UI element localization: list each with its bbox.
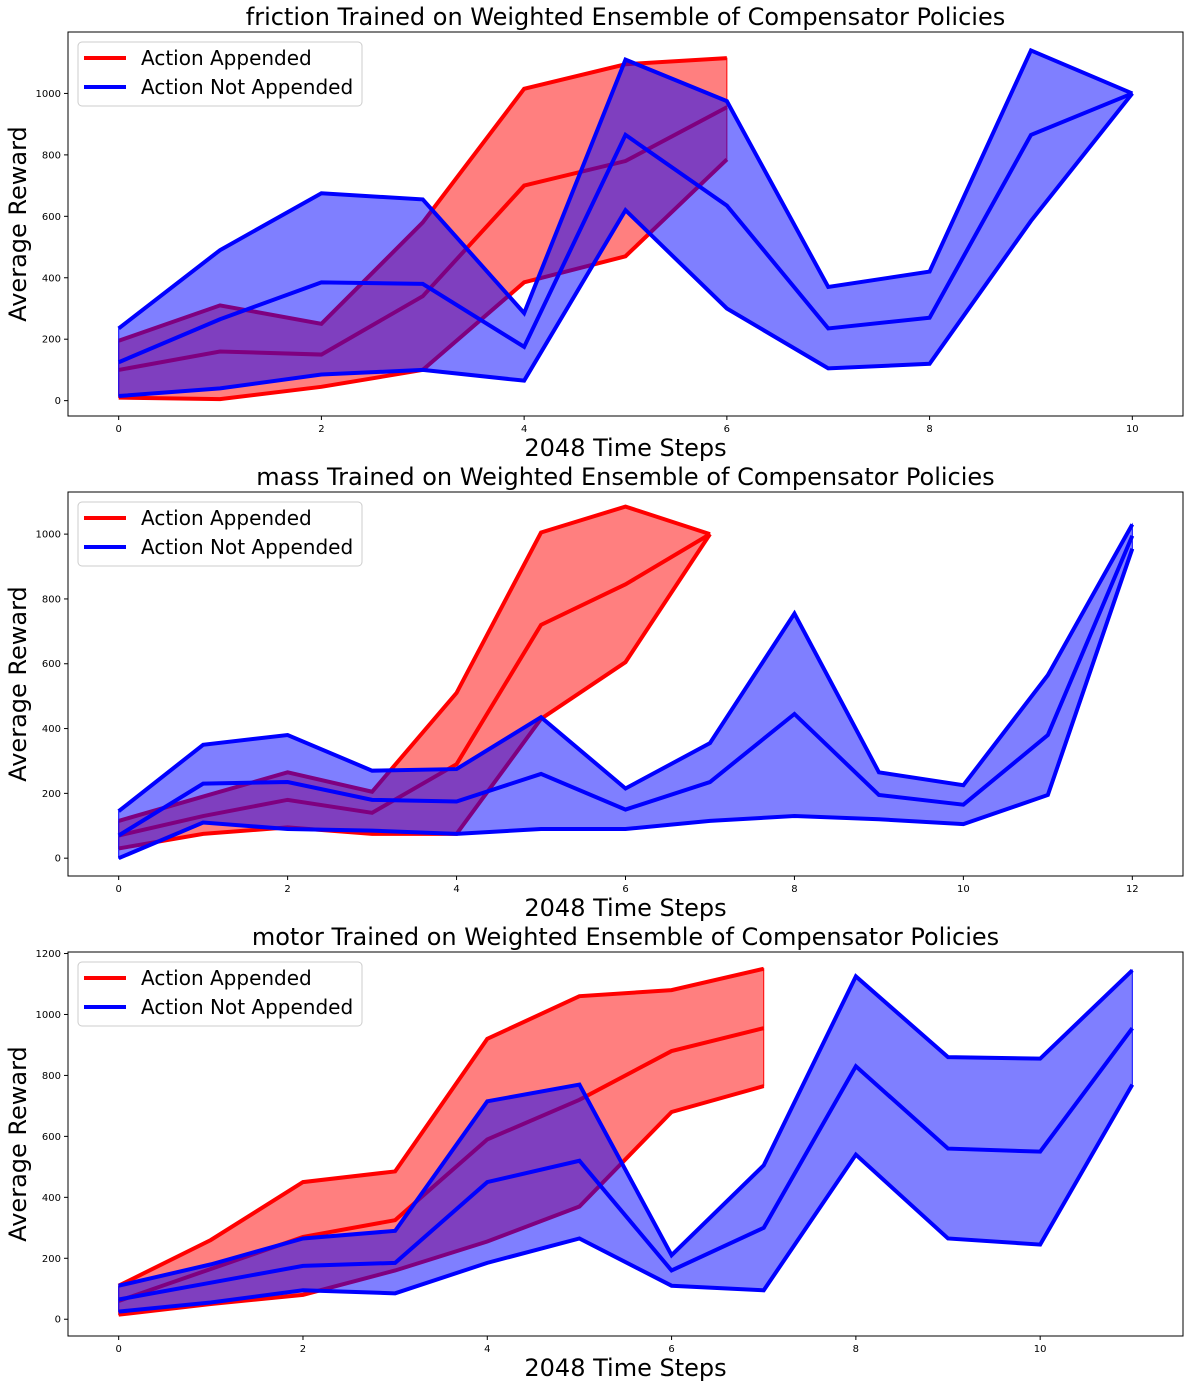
y-tick-label: 800 [42, 594, 61, 605]
x-tick-label: 6 [668, 1344, 674, 1355]
x-axis-label: 2048 Time Steps [524, 434, 726, 462]
series-line-mean [117, 534, 1135, 838]
series-line-upper [117, 966, 765, 1288]
series-action-not-appended [118, 968, 1135, 1314]
y-tick-label: 1000 [36, 1010, 61, 1021]
y-tick-label: 800 [42, 1071, 61, 1082]
y-tick-label: 1200 [36, 949, 61, 960]
x-tick-label: 6 [622, 884, 628, 895]
series-line-upper [117, 523, 1135, 813]
y-axis-label: Average Reward [4, 126, 32, 322]
y-tick-label: 200 [42, 1254, 61, 1265]
series-action-not-appended [117, 47, 1134, 399]
y-tick-label: 0 [55, 396, 61, 407]
y-tick-label: 0 [55, 854, 61, 865]
axes-frame [67, 951, 1184, 1337]
y-tick-label: 200 [42, 335, 61, 346]
series-line-mean [117, 91, 1134, 365]
x-tick-label: 8 [926, 424, 932, 435]
series-line-mean [118, 1026, 1134, 1302]
x-tick-label: 4 [453, 884, 459, 895]
series-line-lower [118, 1083, 1135, 1314]
chart-panel-2: 0 2 4 6 8 10 0 200 400 600 800 1000 1200 motor Traine… [4, 923, 1184, 1382]
chart-panel-1: 0 2 4 6 8 10 12 0 200 400 600 800 1000 mass Trained o… [4, 463, 1184, 922]
x-tick-label: 12 [1126, 884, 1139, 895]
series-line-upper [118, 968, 1134, 1288]
legend-label: Action Not Appended [141, 535, 353, 559]
x-tick-label: 10 [957, 884, 970, 895]
x-tick-label: 0 [115, 884, 121, 895]
y-axis-label: Average Reward [4, 586, 32, 782]
y-tick-label: 400 [42, 1193, 61, 1204]
y-tick-label: 1000 [36, 530, 61, 541]
x-tick-label: 4 [521, 424, 527, 435]
legend-label: Action Not Appended [141, 995, 353, 1019]
legend: Action Appended Action Not Appended [77, 961, 363, 1027]
x-tick-label: 10 [1126, 424, 1139, 435]
legend: Action Appended Action Not Appended [77, 501, 363, 567]
x-tick-label: 6 [724, 424, 730, 435]
x-tick-label: 8 [853, 1344, 859, 1355]
x-axis-label: 2048 Time Steps [524, 894, 726, 922]
x-tick-label: 4 [484, 1344, 490, 1355]
legend: Action Appended Action Not Appended [77, 41, 363, 107]
y-tick-label: 800 [42, 150, 61, 161]
chart-title: mass Trained on Weighted Ensemble of Com… [256, 463, 994, 491]
y-tick-label: 400 [42, 724, 61, 735]
series-line-lower [118, 92, 1134, 399]
axes-frame [67, 31, 1184, 417]
x-tick-label: 8 [791, 884, 797, 895]
x-axis-label: 2048 Time Steps [524, 1354, 726, 1382]
y-axis-label: Average Reward [4, 1046, 32, 1242]
chart-title: friction Trained on Weighted Ensemble of… [246, 3, 1005, 31]
y-tick-label: 200 [42, 789, 61, 800]
legend-box [77, 41, 363, 107]
legend-label: Action Not Appended [141, 75, 353, 99]
legend-box [77, 501, 363, 567]
chart-title: motor Trained on Weighted Ensemble of Co… [252, 923, 999, 951]
legend-label: Action Appended [141, 46, 312, 70]
y-tick-label: 400 [42, 273, 61, 284]
x-tick-label: 2 [318, 424, 324, 435]
y-tick-label: 600 [42, 212, 61, 223]
x-tick-label: 2 [300, 1344, 306, 1355]
legend-box [77, 961, 363, 1027]
x-tick-label: 0 [115, 1344, 121, 1355]
x-tick-label: 0 [115, 424, 121, 435]
series-action-not-appended [117, 522, 1135, 861]
legend-label: Action Appended [141, 966, 312, 990]
y-tick-label: 600 [42, 659, 61, 670]
y-tick-label: 600 [42, 1132, 61, 1143]
x-tick-label: 10 [1034, 1344, 1047, 1355]
y-tick-label: 1000 [36, 89, 61, 100]
chart-panel-0: 0 2 4 6 8 10 0 200 400 600 800 1000 friction Trained… [4, 3, 1184, 462]
series-line-upper [117, 47, 1134, 331]
x-tick-label: 2 [284, 884, 290, 895]
y-tick-label: 0 [55, 1315, 61, 1326]
legend-label: Action Appended [141, 506, 312, 530]
series-line-lower [117, 548, 1135, 861]
